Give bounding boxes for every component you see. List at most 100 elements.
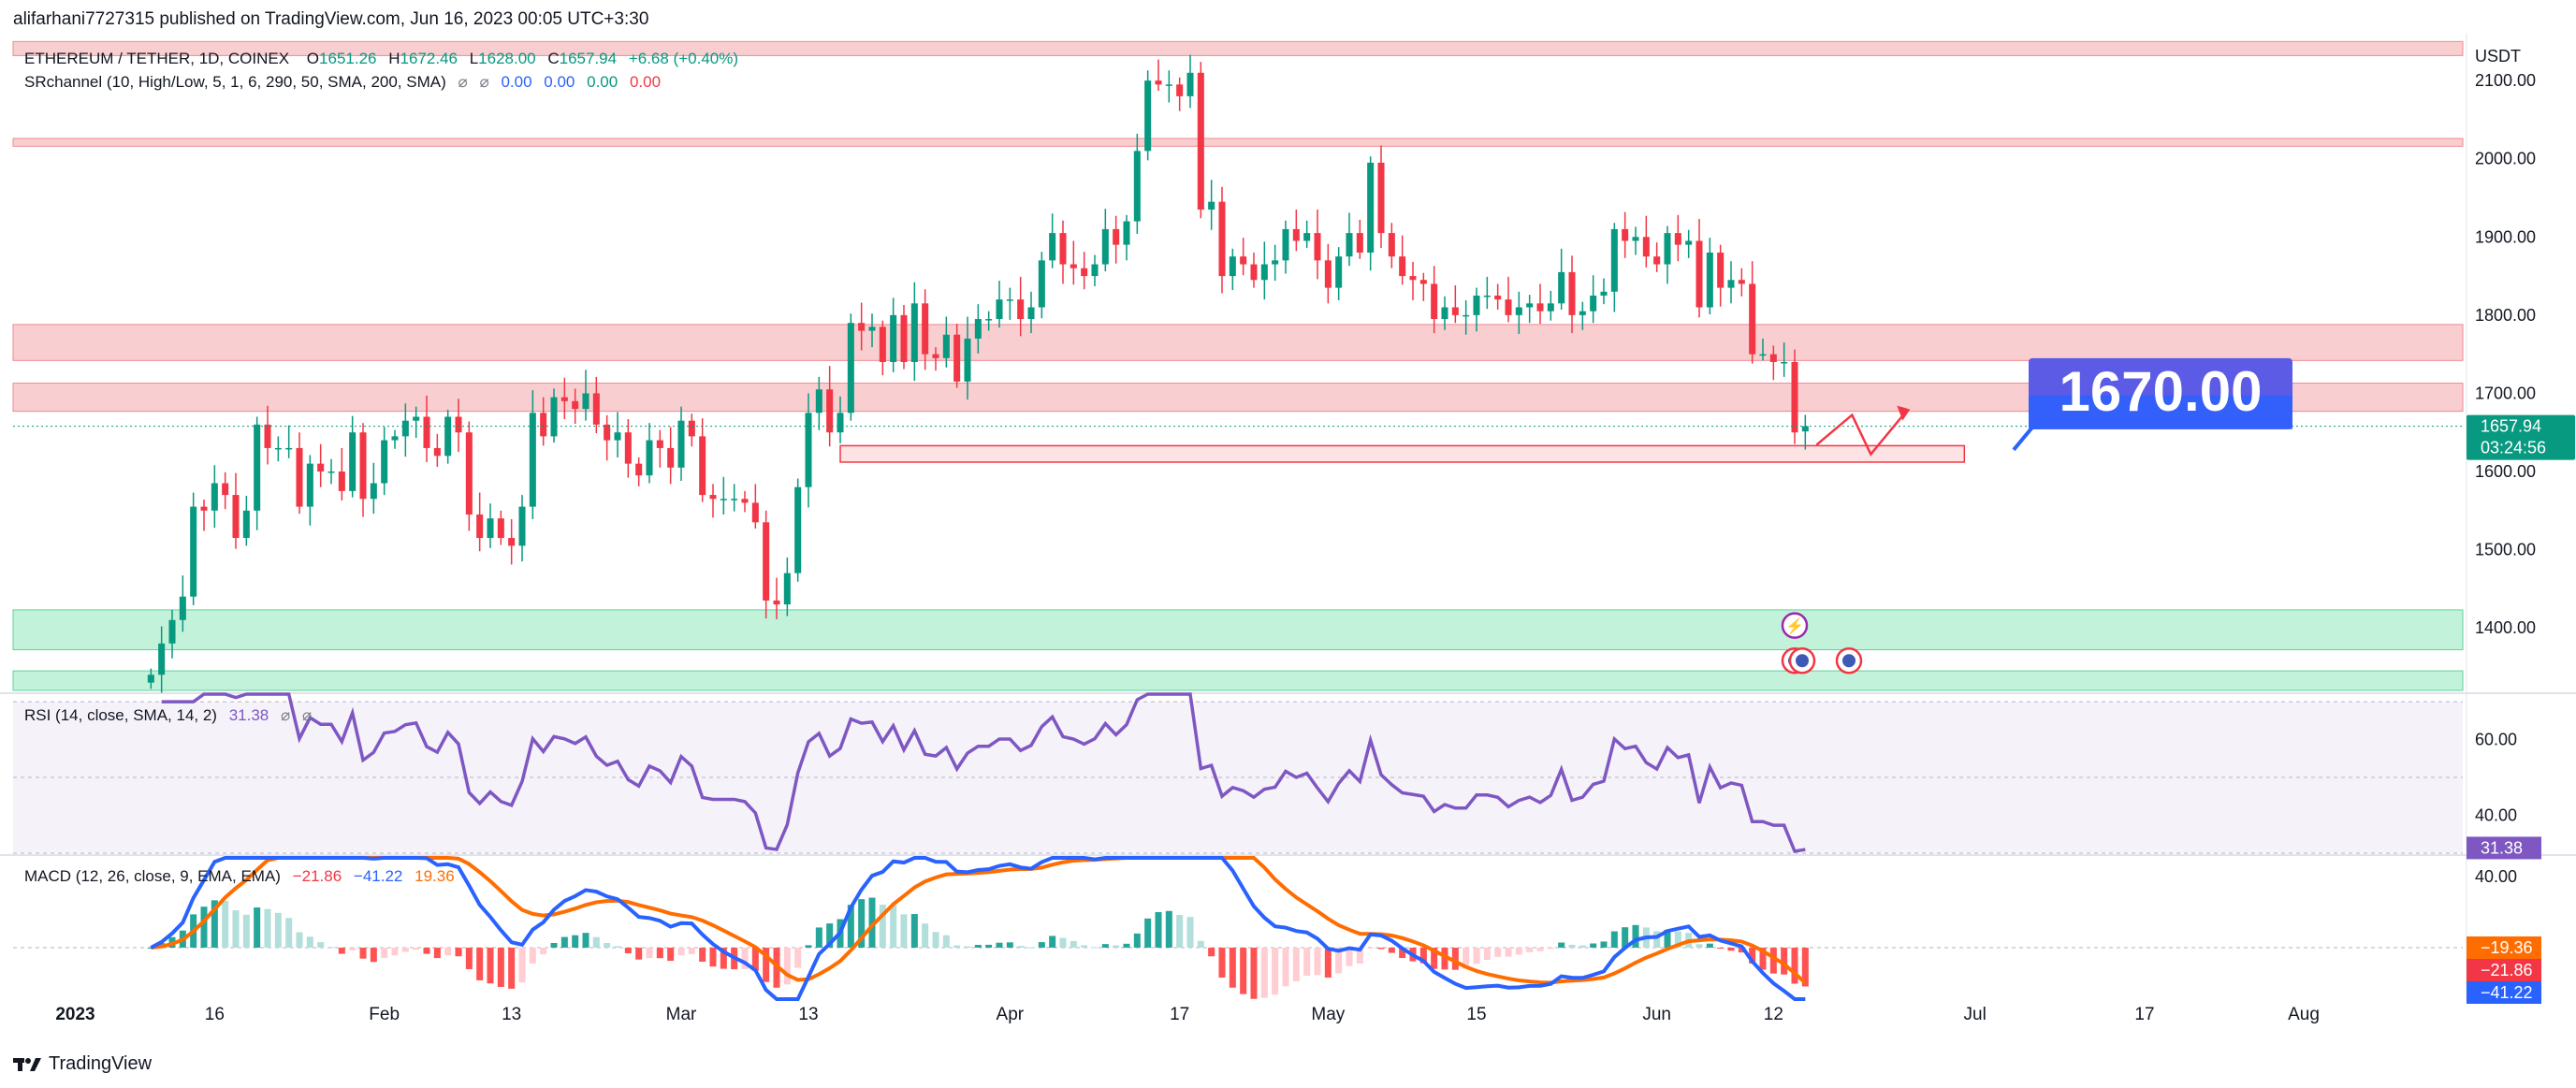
price-tick-label: 1800.00 — [2475, 306, 2536, 325]
macd-histogram-bar — [847, 905, 854, 948]
candle-body — [1706, 253, 1713, 308]
candle-body — [1282, 228, 1289, 261]
macd-histogram-bar — [1674, 931, 1681, 948]
macd-histogram-bar — [274, 912, 282, 948]
candle-body — [1367, 162, 1375, 253]
macd-histogram-bar — [1399, 948, 1406, 959]
candle-body — [1717, 253, 1725, 288]
tradingview-logo[interactable]: TradingView — [13, 1053, 152, 1075]
macd-histogram-bar — [688, 948, 695, 954]
macd-legend[interactable]: MACD (12, 26, close, 9, EMA, EMA) −21.86… — [24, 867, 462, 886]
macd-histogram-bar — [381, 948, 388, 959]
candle-body — [306, 463, 313, 507]
sr-zone — [12, 670, 2464, 691]
candle-body — [996, 299, 1003, 320]
candle-body — [1473, 295, 1480, 315]
sr-zone — [12, 40, 2464, 56]
macd-histogram-bar — [1632, 924, 1639, 948]
macd-histogram-bar — [1717, 948, 1725, 950]
macd-line-value: −41.22 — [353, 867, 403, 885]
macd-histogram-bar — [1229, 948, 1236, 988]
time-tick-label: Jun — [1642, 1005, 1671, 1024]
macd-histogram-bar — [805, 945, 812, 948]
candle-body — [1218, 201, 1226, 277]
eye-icon[interactable]: ⌀ — [280, 706, 291, 724]
macd-histogram-bar — [592, 936, 600, 948]
macd-histogram-bar — [1155, 912, 1162, 948]
macd-histogram-bar — [444, 948, 452, 956]
axes: USDT 2100.00 2000.00 1900.00 1800.00 1700.00 1… — [55, 47, 2575, 1024]
candle-body — [1101, 228, 1109, 265]
macd-histogram-bar — [1144, 918, 1152, 948]
macd-histogram-bar — [232, 910, 240, 948]
candle-body — [1292, 228, 1300, 241]
macd-histogram-bar — [741, 948, 749, 969]
candle-body — [1526, 303, 1534, 308]
macd-histogram-bar — [953, 945, 961, 948]
macd-histogram-bar — [815, 927, 822, 948]
macd-histogram-bar — [1494, 948, 1502, 957]
candle-body — [1324, 260, 1332, 288]
support-box — [839, 444, 1966, 463]
candle-body — [1197, 72, 1204, 210]
rsi-legend[interactable]: RSI (14, close, SMA, 14, 2) 31.38 ⌀ ⌀ — [24, 706, 319, 725]
settings-icon[interactable]: ⌀ — [479, 73, 489, 91]
macd-histogram-bar — [677, 948, 685, 956]
macd-histogram-bar — [1664, 929, 1671, 948]
macd-histogram-bar — [709, 948, 717, 967]
candle-body — [1250, 264, 1258, 281]
brand-name: TradingView — [49, 1053, 153, 1074]
candle-body — [254, 424, 261, 511]
sr-zone — [12, 324, 2464, 361]
countdown-value: 03:24:56 — [2481, 439, 2546, 457]
settings-icon[interactable]: ⌀ — [301, 706, 313, 724]
candle-body — [879, 326, 886, 362]
target-label-text: 1670.00 — [2059, 360, 2263, 423]
candle-body — [285, 447, 293, 450]
open-value: 1651.26 — [319, 50, 377, 67]
candle-body — [232, 495, 240, 539]
macd-badge — [2467, 959, 2541, 981]
macd-histogram-bar — [996, 942, 1003, 948]
macd-histogram-bar — [518, 948, 526, 983]
flag-glyph — [1842, 654, 1856, 668]
candle-body — [560, 397, 568, 401]
candle-body — [1186, 72, 1194, 96]
candle-body — [826, 389, 834, 433]
macd-histogram-bar — [359, 948, 367, 959]
macd-histogram-bar — [327, 947, 335, 949]
main-legend[interactable]: ETHEREUM / TETHER, 1D, COINEX O1651.26 H… — [24, 50, 753, 68]
candle-body — [751, 502, 759, 523]
price-tick-label: 1700.00 — [2475, 384, 2536, 402]
macd-histogram-bar — [932, 932, 939, 948]
candle-body — [1515, 307, 1522, 315]
candle-body — [179, 596, 186, 620]
macd-histogram-bar — [349, 948, 357, 950]
eye-icon[interactable]: ⌀ — [458, 73, 468, 91]
macd-histogram-bar — [1622, 927, 1629, 948]
high-label: H — [388, 50, 400, 67]
candle-body — [592, 393, 600, 425]
candle-body — [327, 471, 335, 473]
tradingview-logo-icon — [13, 1057, 41, 1071]
candle-body — [1070, 264, 1077, 268]
macd-histogram-bar — [317, 942, 325, 948]
macd-histogram-bar — [1091, 947, 1099, 949]
candle-body — [1801, 426, 1809, 432]
indicator-legend[interactable]: SRchannel (10, High/Low, 5, 1, 6, 290, 5… — [24, 73, 668, 92]
rsi-tick-label: 40.00 — [2475, 806, 2517, 825]
candle-body — [1314, 233, 1321, 261]
candle-body — [858, 323, 866, 331]
candle-body — [1091, 264, 1099, 277]
candle-body — [1272, 260, 1279, 265]
candle-body — [222, 483, 229, 496]
candle-body — [1664, 233, 1671, 265]
candle-body — [731, 499, 738, 500]
macd-histogram-bar — [646, 948, 653, 959]
chart-background — [0, 34, 2576, 1001]
macd-histogram-bar — [1260, 948, 1268, 998]
macd-histogram-bar — [1282, 948, 1289, 987]
candle-body — [1494, 295, 1502, 300]
macd-histogram-bar — [1250, 948, 1258, 999]
